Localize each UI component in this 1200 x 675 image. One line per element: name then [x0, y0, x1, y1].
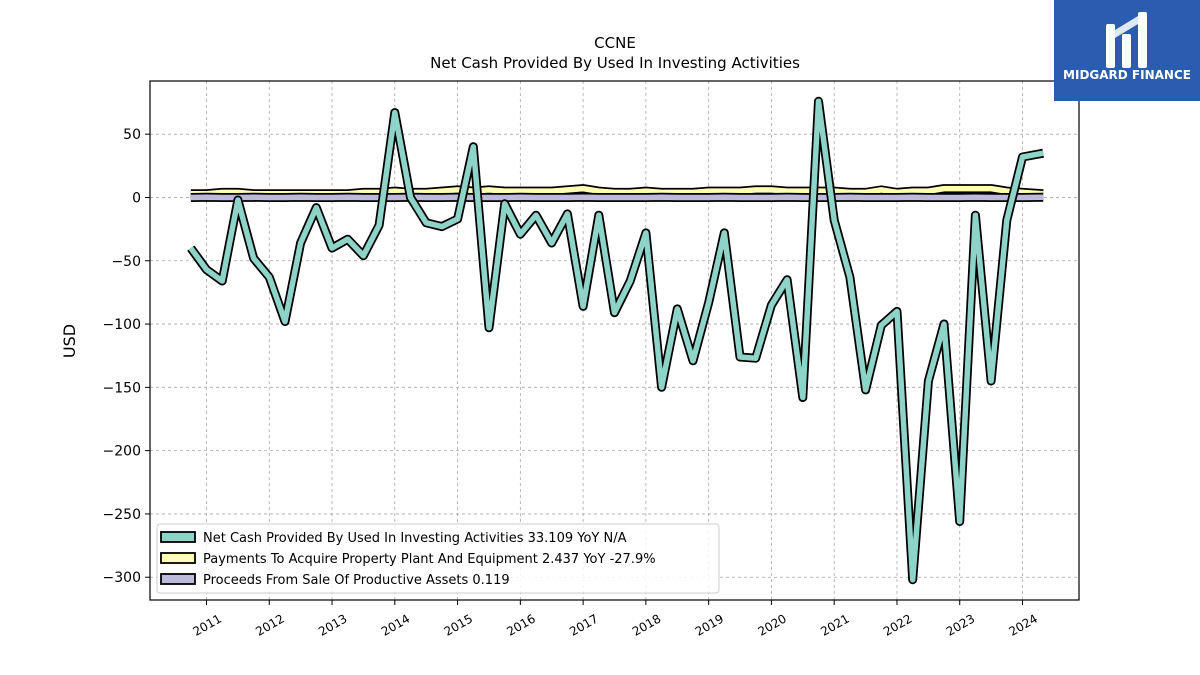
brand-logo-text: MIDGARD FINANCE [1063, 68, 1191, 82]
x-tick-label: 2012 [253, 611, 286, 638]
legend-swatch [160, 573, 196, 585]
y-tick-label: −150 [103, 380, 141, 396]
y-tick-label: −100 [103, 317, 141, 333]
series-line-fill [188, 98, 1044, 583]
y-axis: 50 0 −50 −100 −150 −200 −250 −300 [103, 127, 150, 586]
chart-title: CCNE [594, 34, 636, 52]
x-tick-label: 2011 [191, 611, 224, 638]
y-tick-label: −200 [103, 444, 141, 460]
x-tick-label: 2015 [442, 611, 475, 638]
x-tick-label: 2016 [504, 611, 537, 638]
x-tick-label: 2019 [693, 611, 726, 638]
series-layer [187, 96, 1045, 585]
x-tick-label: 2017 [567, 611, 600, 638]
legend-swatch [160, 552, 196, 564]
x-tick-label: 2013 [316, 611, 349, 638]
x-tick-label: 2014 [379, 611, 412, 638]
x-tick-label: 2018 [630, 611, 663, 638]
x-tick-label: 2024 [1007, 611, 1040, 638]
midgard-logo-icon [1106, 12, 1147, 68]
y-tick-label: −250 [103, 507, 141, 523]
y-axis-label: USD [60, 324, 79, 358]
x-tick-label: 2021 [818, 611, 851, 638]
brand-logo: MIDGARD FINANCE [1054, 0, 1200, 101]
x-tick-label: 2023 [944, 611, 977, 638]
y-tick-label: 0 [132, 190, 141, 206]
legend-box [156, 523, 720, 594]
plot-frame [149, 80, 1080, 601]
legend-label: Payments To Acquire Property Plant And E… [203, 552, 656, 567]
y-tick-label: −300 [103, 570, 141, 586]
y-tick-label: −50 [111, 254, 141, 270]
x-tick-label: 2022 [881, 611, 914, 638]
y-tick-label: 50 [123, 127, 141, 143]
legend: Net Cash Provided By Used In Investing A… [156, 523, 720, 594]
x-axis: 2011 2012 2013 2014 2015 2016 2017 2018 2019 2020… [191, 600, 1040, 639]
series-line [187, 96, 1045, 585]
grid [150, 81, 1079, 600]
legend-swatch [160, 531, 196, 543]
chart-subtitle: Net Cash Provided By Used In Investing A… [430, 54, 800, 72]
legend-label: Proceeds From Sale Of Productive Assets … [203, 573, 510, 588]
x-tick-label: 2020 [755, 611, 788, 638]
legend-label: Net Cash Provided By Used In Investing A… [203, 531, 627, 546]
series-line-outline [187, 96, 1045, 585]
